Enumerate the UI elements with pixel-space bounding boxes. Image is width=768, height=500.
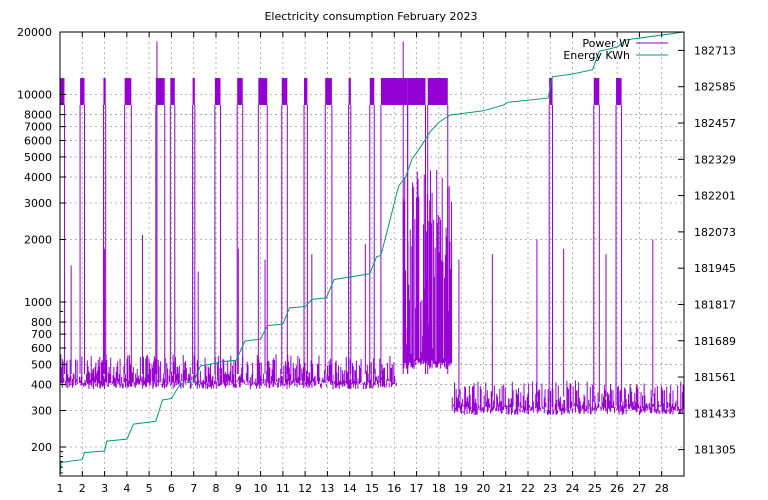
x-tick-label: 20: [476, 482, 490, 495]
y2-tick-label: 181945: [694, 262, 736, 275]
y-tick-label: 1000: [24, 296, 52, 309]
y-tick-label: 6000: [24, 135, 52, 148]
x-tick-label: 4: [123, 482, 130, 495]
power-high-block: [325, 78, 332, 105]
legend: Power W Energy KWh: [563, 37, 668, 62]
y-tick-label: 3000: [24, 197, 52, 210]
x-tick-label: 18: [432, 482, 446, 495]
power-series: [59, 41, 685, 416]
x-tick-label: 6: [168, 482, 175, 495]
power-high-block: [304, 78, 308, 105]
energy-series: [59, 31, 685, 477]
y2-tick-label: 181689: [694, 335, 736, 348]
power-high-block: [60, 78, 65, 105]
x-tick-label: 15: [365, 482, 379, 495]
power-high-block: [80, 78, 85, 105]
power-high-block: [170, 78, 175, 105]
x-tick-label: 12: [298, 482, 312, 495]
y2-tick-label: 182457: [694, 117, 736, 130]
y2-tick-label: 182329: [694, 153, 736, 166]
x-tick-label: 25: [588, 482, 602, 495]
y-tick-label: 800: [31, 316, 52, 329]
x-tick-label: 22: [521, 482, 535, 495]
y-tick-label: 600: [31, 342, 52, 355]
energy-line: [59, 31, 685, 477]
x-tick-label: 17: [410, 482, 424, 495]
legend-label-energy: Energy KWh: [563, 49, 630, 62]
x-tick-label: 21: [499, 482, 513, 495]
x-tick-label: 23: [543, 482, 557, 495]
x-axis: 1 2 3 4 5 6 7 8 9 10 11 12 13 14 15 16 17 18 19 20 21 22 23 24 2…: [57, 32, 669, 495]
x-tick-label: 26: [610, 482, 624, 495]
power-high-block: [616, 78, 622, 105]
power-high-block: [214, 78, 221, 105]
power-high-block: [258, 78, 268, 105]
power-high-block: [348, 78, 351, 105]
y-tick-label: 5000: [24, 151, 52, 164]
x-tick-label: 5: [146, 482, 153, 495]
x-tick-label: 3: [101, 482, 108, 495]
y-axis-right: 181305 181433 181561 181689 181817 181945 1820…: [678, 44, 736, 457]
power-high-block: [237, 78, 243, 105]
y2-tick-label: 181433: [694, 407, 736, 420]
power-high-block: [192, 78, 195, 105]
x-tick-label: 28: [655, 482, 669, 495]
y-tick-label: 200: [31, 441, 52, 454]
x-tick-label: 10: [254, 482, 268, 495]
x-tick-label: 9: [235, 482, 242, 495]
y-tick-label: 2000: [24, 234, 52, 247]
y2-tick-label: 182585: [694, 81, 736, 94]
y2-tick-label: 181561: [694, 371, 736, 384]
y-tick-label: 4000: [24, 171, 52, 184]
y-tick-label: 7000: [24, 121, 52, 134]
x-tick-label: 19: [454, 482, 468, 495]
y-tick-label: 700: [31, 328, 52, 341]
power-high-block: [103, 78, 106, 105]
power-high-block: [593, 78, 600, 105]
y-tick-label: 8000: [24, 109, 52, 122]
y-tick-label: 20000: [17, 26, 52, 39]
y-tick-label: 400: [31, 379, 52, 392]
x-tick-label: 24: [566, 482, 580, 495]
y2-tick-label: 181817: [694, 298, 736, 311]
x-tick-label: 13: [320, 482, 334, 495]
x-tick-label: 11: [276, 482, 290, 495]
x-tick-label: 14: [343, 482, 357, 495]
y2-tick-label: 182073: [694, 226, 736, 239]
legend-label-power: Power W: [582, 37, 630, 50]
chart-title: Electricity consumption February 2023: [264, 10, 477, 23]
power-high-block: [369, 78, 375, 105]
y2-tick-label: 182713: [694, 44, 736, 57]
y-tick-label: 500: [31, 358, 52, 371]
x-tick-label: 27: [632, 482, 646, 495]
y-tick-label: 300: [31, 404, 52, 417]
power-high-block: [124, 78, 132, 105]
y-tick-label: 10000: [17, 88, 52, 101]
x-tick-label: 1: [57, 482, 64, 495]
power-high-block: [281, 78, 288, 105]
y2-tick-label: 181305: [694, 444, 736, 457]
x-tick-label: 2: [79, 482, 86, 495]
power-high-block: [427, 78, 448, 105]
x-tick-label: 16: [387, 482, 401, 495]
power-high-block: [549, 78, 553, 105]
power-high-block: [155, 78, 165, 105]
power-high-block: [407, 78, 426, 105]
x-tick-label: 8: [213, 482, 220, 495]
y2-tick-label: 182201: [694, 190, 736, 203]
x-tick-label: 7: [190, 482, 197, 495]
